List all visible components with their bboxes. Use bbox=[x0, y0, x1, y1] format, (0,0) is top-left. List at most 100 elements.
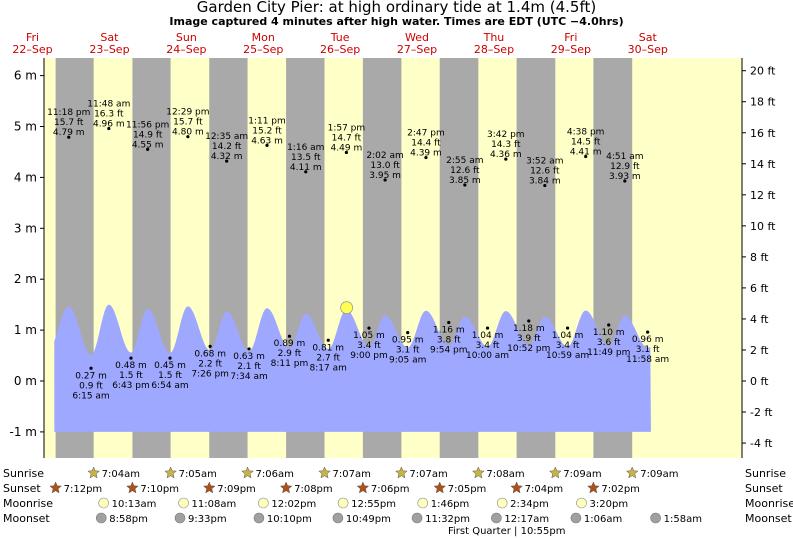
right-axis-tick-label: 10 ft bbox=[750, 220, 776, 233]
low-tide-time: 10:52 pm bbox=[507, 344, 550, 354]
high-tide-time: 2:47 pm bbox=[407, 129, 445, 139]
moonset-icon bbox=[411, 512, 423, 524]
sunset-time: 7:05pm bbox=[448, 484, 487, 495]
high-tide-time: 1:16 am bbox=[287, 143, 324, 153]
day-name-label: Sat bbox=[639, 31, 658, 44]
sunrise-star-icon bbox=[625, 466, 639, 479]
sunrise-row-label-left: Sunrise bbox=[3, 467, 45, 480]
low-tide-dot bbox=[527, 319, 531, 323]
low-tide-feet: 3.1 ft bbox=[396, 346, 420, 356]
day-date-label: 25–Sep bbox=[243, 43, 283, 56]
high-tide-feet: 14.9 ft bbox=[133, 130, 163, 140]
right-axis-tick-label: -2 ft bbox=[750, 406, 773, 419]
sunset-star-icon bbox=[433, 481, 447, 494]
sunrise-star-icon bbox=[395, 466, 408, 479]
moon-phase-label: First Quarter | 10:55pm bbox=[448, 526, 566, 537]
sunrise-star-icon bbox=[471, 466, 485, 479]
day-name-label: Fri bbox=[26, 31, 39, 44]
high-tide-feet: 15.7 ft bbox=[173, 118, 203, 128]
sunrise-time: 7:09am bbox=[563, 469, 601, 480]
low-tide-metres: 0.27 m bbox=[75, 371, 107, 381]
high-tide-feet: 16.3 ft bbox=[94, 110, 124, 120]
moonset-icon bbox=[491, 512, 502, 524]
right-axis-tick-label: 18 ft bbox=[750, 96, 776, 109]
high-tide-dot bbox=[584, 154, 588, 159]
moonset-time: 11:32pm bbox=[425, 514, 470, 525]
low-tide-time: 10:00 am bbox=[466, 351, 509, 361]
moonrise-time: 2:34pm bbox=[510, 499, 549, 510]
high-tide-feet: 15.7 ft bbox=[54, 118, 84, 128]
high-tide-time: 2:55 am bbox=[446, 156, 483, 166]
moonset-icon bbox=[253, 512, 265, 524]
right-axis-tick-label: 20 ft bbox=[750, 65, 776, 78]
moonrise-row-label-left: Moonrise bbox=[3, 497, 53, 510]
day-date-label: 27–Sep bbox=[397, 43, 437, 56]
sunset-star-icon bbox=[510, 481, 523, 494]
moonset-icon bbox=[570, 512, 582, 524]
sunset-star-icon bbox=[49, 481, 62, 494]
sunrise-time: 7:07am bbox=[333, 469, 371, 480]
low-tide-metres: 1.05 m bbox=[353, 331, 385, 341]
high-tide-feet: 12.6 ft bbox=[530, 167, 560, 177]
high-tide-time: 11:48 am bbox=[87, 100, 130, 110]
left-axis-tick-label: 0 m bbox=[14, 374, 37, 388]
sunrise-star-icon bbox=[241, 466, 254, 479]
low-tide-metres: 0.95 m bbox=[392, 336, 424, 346]
low-tide-metres: 0.81 m bbox=[312, 343, 344, 353]
moonset-icon bbox=[332, 512, 344, 524]
high-tide-metres: 4.39 m bbox=[410, 149, 442, 159]
sunset-time: 7:10pm bbox=[140, 484, 179, 495]
day-date-label: 24–Sep bbox=[166, 43, 206, 56]
left-axis-tick-label: 2 m bbox=[14, 272, 37, 286]
low-tide-time: 11:58 am bbox=[626, 355, 669, 365]
sunset-time: 7:02pm bbox=[601, 484, 640, 495]
moonrise-time: 3:20pm bbox=[590, 499, 629, 510]
low-tide-feet: 2.9 ft bbox=[278, 349, 302, 359]
high-tide-dot bbox=[463, 183, 467, 187]
low-tide-feet: 3.6 ft bbox=[597, 338, 621, 348]
sunset-time: 7:12pm bbox=[64, 484, 103, 495]
day-date-label: 30–Sep bbox=[628, 43, 668, 56]
high-tide-dot bbox=[504, 157, 508, 161]
moonset-row-label-right: Moonset bbox=[745, 512, 792, 525]
low-tide-time: 9:54 pm bbox=[430, 345, 468, 355]
high-tide-metres: 4.96 m bbox=[93, 120, 125, 130]
low-tide-dot bbox=[208, 344, 212, 348]
high-tide-time: 2:02 am bbox=[366, 151, 403, 161]
low-tide-metres: 0.63 m bbox=[233, 352, 265, 362]
high-tide-time: 3:52 am bbox=[526, 157, 563, 167]
right-axis-tick-label: 6 ft bbox=[750, 282, 769, 295]
low-tide-time: 7:34 am bbox=[230, 372, 267, 382]
high-tide-dot bbox=[67, 135, 71, 139]
high-tide-time: 11:18 pm bbox=[47, 108, 90, 118]
moonset-time: 10:10pm bbox=[267, 514, 312, 525]
right-axis-tick-label: 12 ft bbox=[750, 189, 776, 202]
moonset-time: 8:58pm bbox=[109, 514, 148, 525]
low-tide-feet: 3.4 ft bbox=[476, 341, 500, 351]
sunrise-time: 7:08am bbox=[486, 469, 524, 480]
low-tide-dot bbox=[326, 338, 330, 342]
moonrise-icon bbox=[417, 497, 429, 509]
high-tide-dot bbox=[186, 135, 190, 139]
high-tide-feet: 14.3 ft bbox=[491, 140, 521, 150]
low-tide-dot bbox=[565, 326, 570, 330]
sunrise-star-icon bbox=[548, 466, 562, 479]
day-name-label: Tue bbox=[330, 31, 350, 44]
high-tide-time: 3:42 pm bbox=[487, 130, 525, 140]
low-tide-metres: 1.04 m bbox=[472, 331, 504, 341]
high-tide-metres: 3.95 m bbox=[369, 171, 401, 181]
sunset-time: 7:06pm bbox=[371, 484, 410, 495]
moonset-icon bbox=[174, 512, 186, 524]
low-tide-dot bbox=[367, 326, 371, 330]
low-tide-dot bbox=[447, 320, 451, 325]
low-tide-time: 8:17 am bbox=[310, 363, 347, 373]
high-tide-feet: 12.6 ft bbox=[450, 166, 480, 176]
moonrise-icon bbox=[98, 497, 109, 509]
moonrise-icon bbox=[337, 497, 349, 509]
right-axis-tick-label: 0 ft bbox=[750, 375, 769, 388]
low-tide-metres: 0.96 m bbox=[632, 335, 664, 345]
sunset-time: 7:09pm bbox=[217, 484, 256, 495]
sunset-star-icon bbox=[279, 481, 293, 494]
tide-area bbox=[54, 304, 651, 432]
low-tide-time: 10:59 am bbox=[546, 351, 589, 361]
